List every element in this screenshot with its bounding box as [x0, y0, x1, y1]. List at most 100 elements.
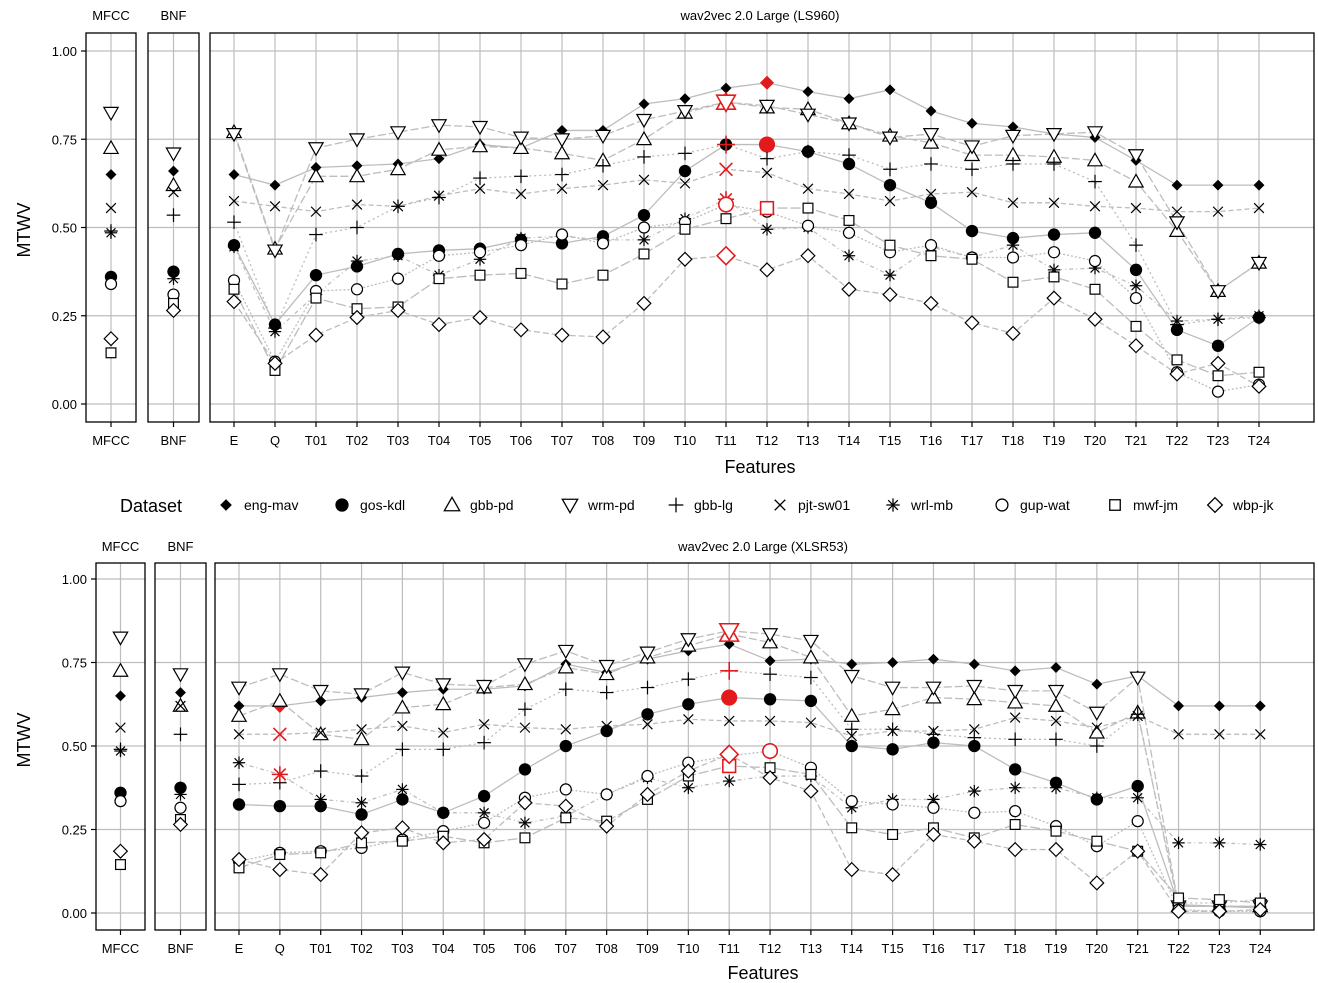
- data-point: [353, 825, 370, 841]
- data-point: [842, 157, 856, 171]
- series-line: [233, 101, 1260, 292]
- data-point: [677, 251, 693, 267]
- x-tick-label: T23: [1208, 941, 1230, 956]
- data-point: [1172, 836, 1185, 850]
- data-point: [396, 783, 409, 796]
- data-point: [845, 739, 858, 753]
- data-point: [1045, 127, 1063, 143]
- legend-item: gbb-lg: [668, 497, 733, 513]
- chart-bottom: wav2vec 2.0 Large (XLSR53) MTWV Features…: [14, 539, 1315, 983]
- data-point: [272, 861, 288, 878]
- data-point: [964, 315, 980, 331]
- data-point: [350, 283, 364, 296]
- data-point: [802, 202, 814, 214]
- data-point: [683, 713, 694, 725]
- data-point: [1130, 843, 1146, 859]
- data-point: [348, 167, 366, 183]
- data-point: [1212, 206, 1224, 217]
- data-point: [476, 831, 492, 848]
- y-tick-label: 0.25: [52, 309, 77, 324]
- chart-title: wav2vec 2.0 Large (XLSR53): [677, 539, 848, 554]
- panel-header: BNF: [161, 8, 187, 23]
- data-point: [553, 145, 571, 160]
- y-axis-label: MTWV: [14, 203, 34, 258]
- legend-label: eng-mav: [244, 497, 298, 513]
- data-point: [965, 162, 979, 177]
- legend-item: pjt-sw01: [774, 497, 850, 513]
- data-point: [1211, 385, 1225, 398]
- data-point: [557, 644, 574, 660]
- data-point: [355, 796, 368, 809]
- data-point: [1132, 710, 1144, 722]
- y-axis: 0.00 0.25 0.50 0.75 1.00: [52, 44, 86, 412]
- data-point: [1131, 791, 1144, 804]
- series-line: [233, 82, 1259, 186]
- data-point: [1214, 729, 1225, 740]
- data-point: [680, 763, 697, 779]
- data-point: [641, 769, 654, 783]
- data-point: [641, 708, 654, 721]
- series-line: [238, 750, 1261, 912]
- data-point: [846, 822, 858, 834]
- data-point: [760, 151, 774, 166]
- data-point: [1130, 707, 1145, 722]
- data-point: [842, 249, 856, 262]
- data-point: [433, 153, 445, 165]
- data-point: [432, 249, 446, 262]
- data-point: [315, 727, 327, 738]
- y-tick-label: 0.50: [62, 739, 87, 754]
- data-point: [228, 168, 240, 181]
- data-point-mfcc: [102, 106, 120, 122]
- x-axis: MFCC MFCC BNF BNF E Q T01 T02 T03 T04 T05 T06 T07 T08…: [102, 539, 1272, 956]
- data-point: [802, 649, 820, 664]
- data-point: [1006, 684, 1024, 700]
- x-tick-label: T03: [387, 433, 409, 448]
- data-point: [430, 119, 448, 134]
- x-tick-label: E: [235, 941, 244, 956]
- data-point: [1048, 271, 1060, 283]
- data-point: [844, 861, 860, 878]
- data-point: [758, 136, 776, 153]
- data-point: [927, 801, 940, 814]
- data-point: [1091, 722, 1103, 733]
- data-point: [1050, 825, 1062, 837]
- data-point: [1090, 791, 1104, 804]
- x-axis-label: Features: [727, 963, 798, 983]
- y-tick-label: 1.00: [52, 44, 77, 59]
- data-point: [556, 183, 568, 194]
- series-lines: [233, 82, 1260, 393]
- data-point: [759, 262, 775, 278]
- data-point: [884, 681, 901, 696]
- data-point: [1254, 700, 1266, 712]
- data-point: [232, 777, 246, 792]
- data-point: [1004, 129, 1022, 145]
- data-point: [435, 835, 451, 851]
- data-point: [1253, 202, 1265, 214]
- data-point: [966, 679, 983, 695]
- data-point: [1250, 256, 1268, 272]
- data-point: [681, 672, 696, 687]
- legend-label: wbp-jk: [1232, 497, 1274, 513]
- data-point: [805, 717, 817, 728]
- data-point: [804, 670, 818, 685]
- data-point: [1088, 706, 1106, 721]
- x-tick-label: T22: [1167, 941, 1189, 956]
- data-point: [844, 722, 859, 737]
- data-point: [1254, 729, 1266, 740]
- x-tick-label: T20: [1084, 433, 1106, 448]
- data-point-bnf: [165, 147, 182, 162]
- data-point: [966, 117, 978, 129]
- data-point: [433, 273, 445, 285]
- data-point: [272, 727, 287, 742]
- data-point: [1086, 126, 1104, 141]
- data-point: [762, 742, 779, 760]
- data-point: [233, 729, 245, 740]
- legend-item: gos-kdl: [335, 497, 405, 513]
- data-point: [925, 826, 942, 843]
- data-point: [1173, 729, 1184, 740]
- data-point: [350, 220, 364, 235]
- data-point: [313, 866, 329, 883]
- data-point: [308, 327, 324, 343]
- legend-label: wrl-mb: [910, 497, 953, 513]
